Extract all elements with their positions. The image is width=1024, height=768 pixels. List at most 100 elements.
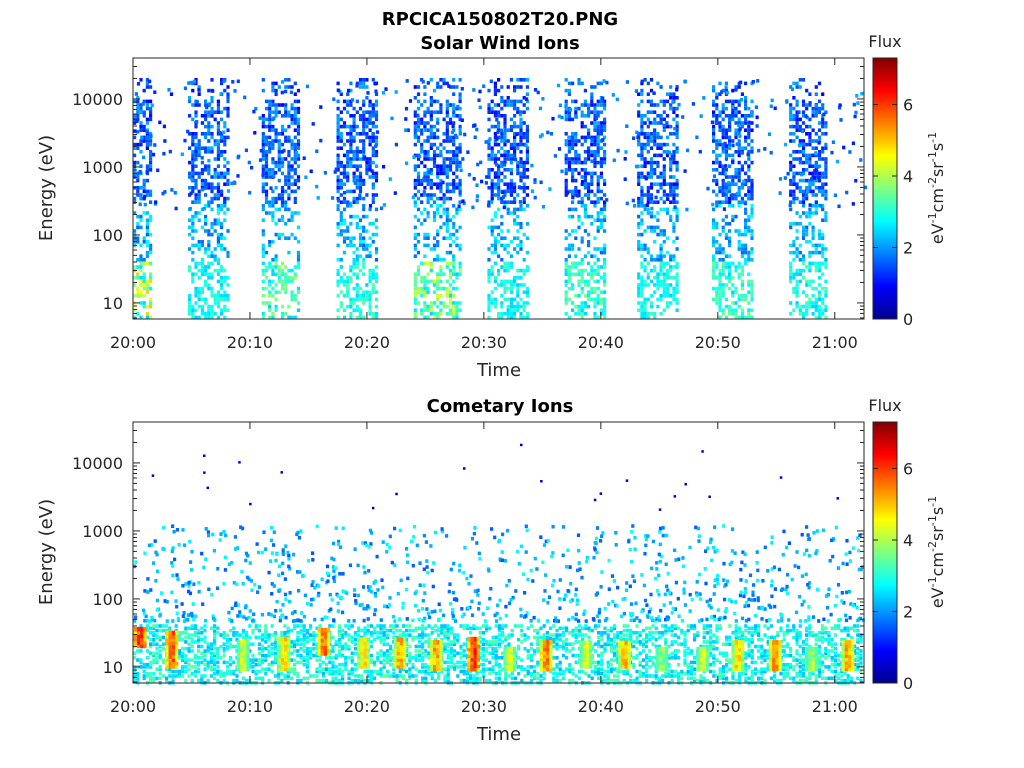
flux-cell — [603, 204, 607, 208]
flux-cell — [423, 254, 427, 258]
flux-cell — [747, 193, 751, 197]
flux-cell — [669, 283, 673, 287]
flux-cell — [271, 110, 275, 114]
flux-cell — [428, 180, 432, 185]
flux-cell — [801, 211, 806, 215]
flux-cell — [731, 290, 735, 294]
flux-cell — [139, 258, 143, 262]
flux-cell — [811, 286, 815, 291]
flux-cell — [436, 128, 440, 132]
flux-cell — [506, 250, 510, 255]
flux-cell — [455, 304, 459, 309]
flux-cell — [500, 279, 504, 284]
flux-cell — [271, 265, 275, 269]
flux-cell — [509, 297, 513, 302]
flux-cell — [261, 121, 265, 125]
flux-cell — [747, 106, 751, 111]
flux-cell — [801, 204, 806, 208]
flux-cell — [426, 128, 430, 132]
flux-cell — [277, 265, 281, 269]
flux-cell — [503, 290, 507, 294]
flux-cell — [145, 81, 149, 86]
flux-cell — [145, 178, 149, 183]
flux-cell — [342, 168, 347, 172]
flux-cell — [194, 153, 198, 158]
flux-cell — [136, 676, 140, 681]
flux-cell — [659, 254, 663, 258]
flux-cell — [509, 157, 513, 161]
flux-cell — [458, 160, 462, 165]
flux-cell — [136, 290, 140, 294]
flux-cell — [649, 99, 654, 104]
flux-cell — [349, 124, 353, 129]
flux-cell — [462, 201, 466, 205]
flux-cell — [814, 175, 818, 179]
flux-cell — [267, 637, 271, 642]
flux-cell — [365, 96, 369, 100]
flux-cell — [493, 92, 497, 96]
flux-cell — [567, 232, 571, 237]
flux-cell — [599, 110, 603, 114]
flux-cell — [187, 674, 191, 678]
flux-cell — [715, 142, 719, 147]
flux-cell — [640, 124, 644, 129]
flux-cell — [571, 261, 575, 266]
flux-cell — [506, 85, 510, 89]
flux-cell — [371, 312, 375, 316]
flux-cell — [204, 268, 208, 273]
flux-cell — [142, 155, 146, 160]
flux-cell — [596, 160, 600, 165]
flux-cell — [571, 247, 575, 251]
flux-cell — [455, 243, 459, 248]
flux-cell — [219, 669, 223, 674]
flux-cell — [769, 150, 773, 155]
flux-cell — [712, 236, 716, 240]
flux-cell — [583, 135, 587, 140]
flux-cell — [336, 189, 340, 194]
flux-cell — [149, 247, 153, 251]
flux-cell — [289, 651, 293, 656]
flux-cell — [519, 85, 523, 89]
flux-cell — [296, 286, 301, 291]
flux-cell — [519, 243, 523, 248]
flux-cell — [580, 110, 584, 114]
flux-cell — [721, 268, 725, 273]
flux-cell — [513, 153, 517, 158]
flux-cell — [665, 276, 670, 280]
flux-cell — [808, 283, 812, 287]
flux-cell — [280, 160, 285, 165]
flux-cell — [599, 297, 603, 302]
flux-cell — [145, 139, 149, 143]
flux-cell — [168, 626, 172, 631]
flux-cell — [213, 229, 217, 233]
flux-cell — [142, 276, 146, 280]
flux-cell — [493, 225, 497, 230]
flux-cell — [448, 297, 453, 302]
flux-cell — [142, 258, 146, 262]
flux-cell — [712, 297, 716, 302]
flux-cell — [293, 265, 297, 269]
flux-cell — [139, 268, 143, 273]
flux-cell — [497, 240, 501, 244]
flux-cell — [261, 268, 265, 273]
flux-cell — [191, 153, 195, 158]
flux-cell — [257, 660, 261, 665]
flux-cell — [358, 171, 363, 176]
flux-cell — [580, 81, 584, 86]
flux-cell — [665, 142, 670, 147]
flux-cell — [374, 272, 379, 276]
flux-cell — [296, 254, 301, 258]
flux-cell — [362, 139, 366, 143]
flux-cell — [429, 261, 433, 266]
flux-cell — [368, 121, 372, 125]
flux-cell — [711, 202, 715, 207]
flux-cell — [149, 637, 153, 642]
flux-cell — [487, 258, 491, 262]
flux-cell — [715, 294, 719, 298]
flux-cell — [814, 114, 818, 118]
flux-cell — [187, 667, 191, 671]
flux-cell — [272, 174, 276, 178]
flux-cell — [580, 236, 584, 240]
flux-cell — [801, 258, 806, 262]
flux-cell — [286, 674, 290, 678]
